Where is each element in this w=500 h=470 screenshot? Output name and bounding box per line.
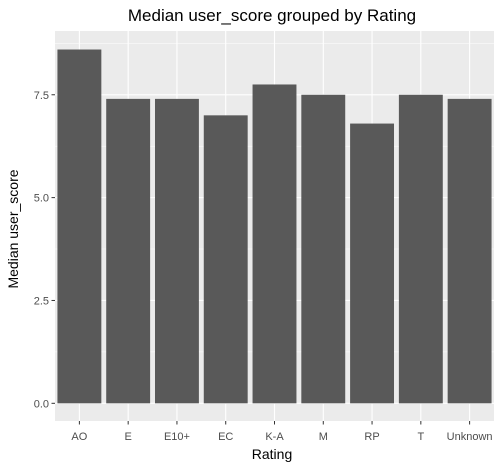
bar-e10-: [154, 98, 199, 404]
bar-rp: [350, 123, 395, 404]
bar-e: [106, 98, 151, 404]
x-tick-label: EC: [218, 431, 233, 443]
x-tick-label: AO: [71, 431, 87, 443]
bar-ao: [57, 49, 102, 404]
chart-title: Median user_score grouped by Rating: [128, 6, 416, 25]
x-tick-label: E: [124, 431, 131, 443]
x-tick-label: M: [319, 431, 328, 443]
y-tick-label: 5.0: [34, 193, 49, 205]
bar-unknown: [447, 98, 492, 404]
bar-k-a: [252, 84, 297, 404]
y-tick-label: 0.0: [34, 398, 49, 410]
y-tick-label: 7.5: [34, 90, 49, 102]
x-axis-title: Rating: [252, 446, 292, 462]
y-axis: 0.0 2.5 5.0 7.5: [34, 90, 55, 410]
x-tick-label: Unknown: [447, 431, 493, 443]
y-tick-label: 2.5: [34, 295, 49, 307]
bar-ec: [203, 115, 248, 404]
x-axis: AO E E10+ EC K-A M RP T Unknown: [71, 421, 493, 443]
bar-t: [398, 94, 443, 404]
x-tick-label: E10+: [164, 431, 190, 443]
x-tick-label: RP: [364, 431, 379, 443]
bars: [57, 49, 492, 404]
bar-m: [301, 94, 346, 404]
x-tick-label: K-A: [265, 431, 284, 443]
y-axis-title: Median user_score: [5, 169, 21, 288]
x-tick-label: T: [417, 431, 424, 443]
